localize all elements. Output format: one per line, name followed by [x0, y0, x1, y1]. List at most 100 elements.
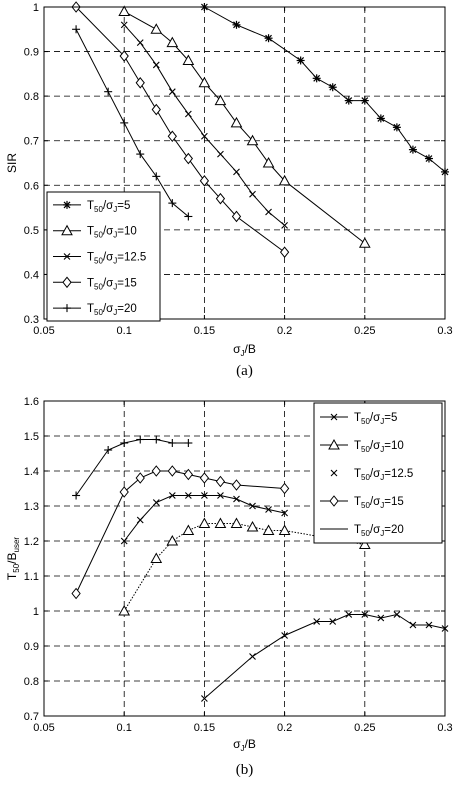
data-point: [120, 537, 128, 545]
data-point: [104, 87, 113, 96]
x-tick-label: 0.3: [437, 325, 452, 337]
data-point: [199, 472, 210, 484]
legend-entry: T50/σJ=10: [320, 438, 404, 454]
data-point: [279, 482, 290, 495]
plot-frame: [43, 6, 446, 320]
data-point: [168, 88, 176, 96]
data-point: [151, 465, 161, 477]
legend-entry: T50/σJ=5: [320, 412, 397, 426]
data-point: [265, 208, 272, 216]
legend-label: T50/σJ=15: [87, 277, 137, 291]
series-4: [71, 1, 290, 258]
data-point: [409, 621, 417, 629]
series-4: [71, 465, 290, 600]
legend: T50/σJ=5 T50/σJ=10 T50/σJ=12.5 T50/σJ=15 T50…: [313, 402, 443, 544]
legend-label: T50/σJ=12.5: [87, 252, 146, 266]
series-line: [123, 523, 365, 612]
data-point: [281, 222, 288, 229]
legend-label: T50/σJ=20: [354, 524, 404, 538]
data-point: [151, 103, 161, 116]
legend-label: T50/σJ=10: [354, 440, 404, 454]
data-point: [230, 517, 243, 528]
chart-panel-a: 0.05 0.1 0.15 0.2 0.25 0.3 0.3 0.4 0.5 0.6 0.7 0.8 0…: [5, 1, 453, 379]
x-tick-label: 0.25: [354, 722, 375, 734]
data-point: [313, 618, 321, 625]
series-line: [75, 6, 285, 253]
legend-entry: T50/σJ=20: [320, 524, 404, 538]
legend-swatch-marker: [63, 200, 71, 209]
x-tick-label: 0.2: [277, 722, 292, 734]
data-point: [136, 435, 145, 444]
chart-panel-b: 0.05 0.1 0.15 0.2 0.25 0.3 0.7 0.8 0.9 1 1.1 1.2 1.3…: [5, 396, 453, 778]
legend-swatch-marker: [328, 438, 340, 450]
data-point: [152, 435, 161, 444]
data-point: [136, 39, 144, 47]
data-point: [392, 123, 401, 132]
data-point: [233, 168, 240, 176]
data-point: [72, 25, 81, 34]
data-point: [168, 492, 176, 499]
data-point: [231, 479, 242, 491]
y-tick-label: 0.6: [24, 180, 39, 192]
data-point: [136, 516, 144, 524]
y-tick-label: 1.3: [24, 501, 39, 513]
data-point: [249, 502, 256, 510]
y-axis-label: T50/Buser: [5, 537, 21, 580]
y-tick-label: 1.4: [24, 466, 39, 478]
y-tick-label: 0.8: [24, 91, 39, 103]
x-tick-label: 0.15: [194, 325, 215, 337]
legend-label: T50/σJ=15: [354, 496, 404, 510]
data-point: [217, 492, 224, 499]
y-tick-label: 1.1: [24, 571, 39, 583]
legend-label: T50/σJ=12.5: [354, 468, 413, 482]
data-point: [118, 604, 131, 616]
legend-entry: T50/σJ=5: [53, 200, 130, 214]
data-point: [278, 524, 291, 535]
y-tick-label: 0.3: [24, 314, 39, 326]
data-point: [361, 611, 369, 618]
data-point: [246, 520, 259, 532]
y-tick-label: 0.7: [24, 711, 39, 723]
legend-label: T50/σJ=10: [87, 226, 137, 240]
data-point: [119, 50, 129, 62]
y-tick-label: 0.5: [24, 225, 39, 237]
data-point: [232, 20, 241, 29]
y-tick-label: 0.8: [24, 676, 39, 688]
data-point: [201, 132, 208, 140]
legend-label: T50/σJ=5: [87, 200, 130, 214]
legend-swatch-marker: [330, 413, 338, 421]
legend-swatch-marker: [62, 276, 72, 289]
data-point: [393, 611, 401, 618]
data-point: [136, 150, 145, 159]
series-1: [200, 3, 449, 176]
y-tick-label: 1: [33, 606, 39, 618]
data-point: [281, 509, 288, 517]
data-point: [167, 130, 177, 143]
data-point: [344, 96, 353, 105]
data-point: [183, 468, 194, 481]
legend-entry: T50/σJ=10: [53, 224, 137, 240]
series-3: [120, 492, 288, 545]
data-point: [120, 439, 129, 447]
legend-entry: T50/σJ=12.5: [53, 252, 146, 266]
data-point: [377, 614, 385, 622]
legend-entry: T50/σJ=20: [53, 303, 137, 317]
data-point: [150, 23, 163, 34]
series-3: [120, 21, 288, 229]
x-tick-label: 0.1: [117, 325, 132, 337]
data-point: [184, 110, 192, 118]
y-tick-label: 0.9: [24, 47, 39, 59]
data-point: [376, 114, 385, 123]
data-point: [249, 190, 256, 198]
data-point: [184, 439, 193, 447]
data-point: [360, 96, 369, 105]
x-tick-label: 0.1: [117, 722, 132, 734]
data-point: [246, 134, 259, 146]
plot-frame: [43, 400, 446, 717]
data-point: [198, 76, 211, 88]
data-point: [328, 83, 337, 92]
data-point: [201, 492, 208, 499]
legend-swatch-marker: [63, 304, 71, 313]
data-point: [215, 192, 226, 205]
